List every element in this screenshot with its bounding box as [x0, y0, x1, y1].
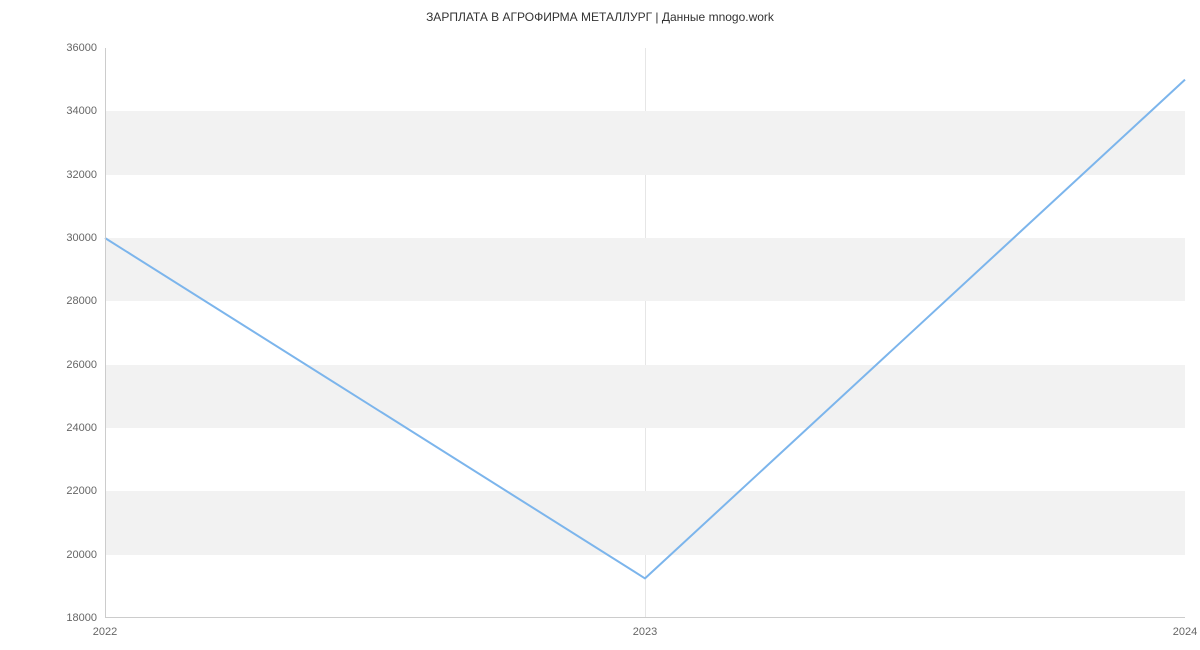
y-tick-label: 32000	[66, 169, 105, 181]
chart-title: ЗАРПЛАТА В АГРОФИРМА МЕТАЛЛУРГ | Данные …	[0, 10, 1200, 24]
series-line-salary	[105, 80, 1185, 579]
y-tick-label: 20000	[66, 549, 105, 561]
y-axis-line	[105, 48, 106, 618]
y-tick-label: 34000	[66, 105, 105, 117]
y-tick-label: 30000	[66, 232, 105, 244]
y-tick-label: 24000	[66, 422, 105, 434]
x-tick-label: 2024	[1173, 618, 1197, 638]
y-tick-label: 22000	[66, 485, 105, 497]
x-tick-label: 2023	[633, 618, 657, 638]
plot-area: 1800020000220002400026000280003000032000…	[105, 48, 1185, 618]
line-layer	[105, 48, 1185, 618]
y-tick-label: 28000	[66, 295, 105, 307]
x-axis-line	[105, 617, 1185, 618]
chart-container: ЗАРПЛАТА В АГРОФИРМА МЕТАЛЛУРГ | Данные …	[0, 0, 1200, 650]
y-tick-label: 26000	[66, 359, 105, 371]
x-tick-label: 2022	[93, 618, 117, 638]
y-tick-label: 36000	[66, 42, 105, 54]
